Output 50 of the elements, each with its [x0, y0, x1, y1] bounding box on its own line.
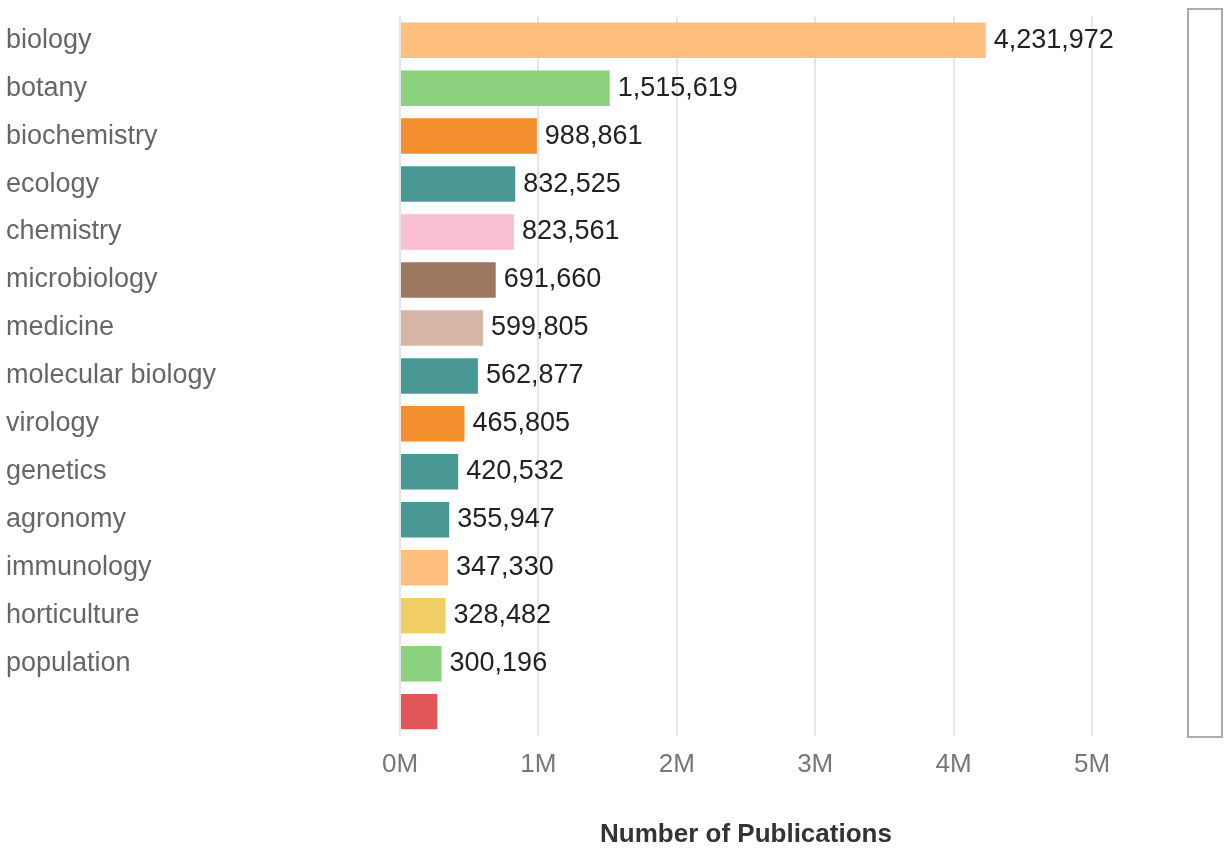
y-tick-label: immunology [6, 551, 153, 582]
data-label: 988,861 [544, 119, 643, 150]
bar [401, 310, 484, 346]
data-label: 347,330 [456, 551, 554, 582]
x-tick-label: 5M [1073, 748, 1111, 779]
x-tick-label: 2M [658, 748, 695, 779]
data-label: 562,877 [485, 359, 584, 390]
y-tick-label: population [6, 647, 131, 678]
bar [401, 406, 465, 442]
data-label: 355,947 [457, 503, 555, 534]
x-tick-label: 3M [797, 748, 834, 779]
y-tick-label: botany [6, 71, 88, 102]
y-tick-label: ecology [6, 167, 100, 198]
y-tick-label: chemistry [6, 215, 123, 246]
data-label: 420,532 [466, 455, 564, 486]
data-label: 599,805 [491, 311, 589, 342]
x-tick-label: 4M [935, 748, 972, 779]
x-tick-label: 0M [381, 748, 419, 779]
data-label: 823,561 [521, 215, 620, 246]
bar [401, 262, 496, 298]
data-label: 691,660 [503, 263, 602, 294]
bar [401, 118, 537, 154]
data-label: 4,231,972 [993, 23, 1114, 54]
bar [401, 550, 449, 586]
bar [401, 693, 438, 730]
data-label: 1,515,619 [617, 71, 738, 102]
bar [401, 166, 516, 202]
bar [401, 358, 478, 394]
bar [401, 502, 450, 538]
y-tick-label: horticulture [6, 599, 140, 630]
y-tick-label: microbiology [6, 263, 159, 294]
data-label: 300,196 [449, 647, 548, 678]
y-tick-label: biology [6, 23, 93, 54]
bar [401, 70, 610, 106]
bar [401, 597, 446, 634]
y-tick-label: biochemistry [6, 119, 159, 150]
data-label: 465,805 [472, 407, 571, 438]
bar [401, 645, 442, 682]
y-tick-label: molecular biology [6, 359, 217, 390]
y-tick-label: medicine [6, 311, 115, 342]
x-tick-label: 1M [520, 748, 557, 779]
y-tick-label: virology [6, 407, 100, 438]
bar [401, 22, 986, 58]
bar [401, 214, 514, 250]
data-label: 832,525 [523, 167, 621, 198]
y-tick-label: agronomy [6, 503, 127, 534]
y-tick-label: genetics [6, 455, 107, 486]
x-axis-title: Number of Publications [600, 817, 892, 848]
data-label: 328,482 [453, 599, 552, 630]
bar [401, 454, 459, 490]
